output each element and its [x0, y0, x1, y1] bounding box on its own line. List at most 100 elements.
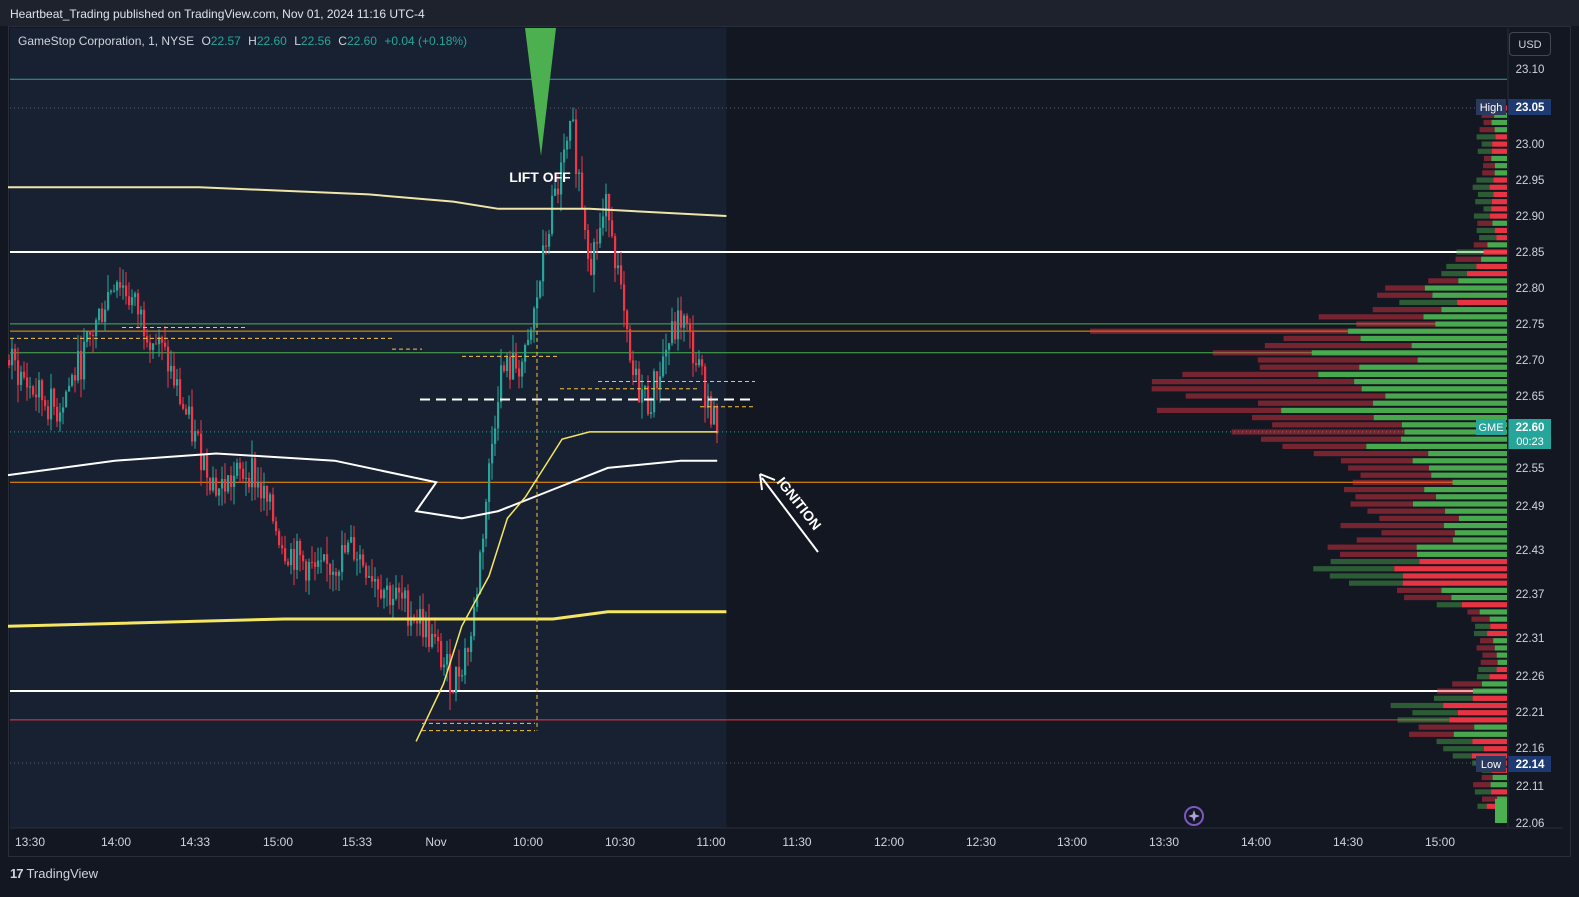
currency-button[interactable]: USD [1509, 32, 1551, 56]
vp-bar-back [1397, 717, 1450, 723]
vp-bar-back [1483, 155, 1492, 162]
vp-bar-front [1489, 213, 1507, 219]
price-axis: 23.10 23.00 22.95 22.90 22.85 22.80 22.75 22.70… [1516, 64, 1545, 830]
vp-bar-back [1473, 213, 1490, 219]
vp-bar-front [1494, 645, 1507, 651]
vp-bar-back [1212, 350, 1312, 356]
vp-bar-front [1466, 271, 1507, 277]
candle-body [457, 666, 461, 677]
vp-bar-front [1474, 724, 1507, 730]
vp-bar-back [1441, 271, 1467, 277]
candle-body [652, 371, 656, 413]
vp-bar-back [1477, 148, 1492, 154]
vp-bar-back [1257, 400, 1374, 406]
candle-body [712, 406, 716, 425]
candle-body [46, 406, 50, 420]
candle-body [361, 554, 365, 566]
candle-body [40, 380, 44, 401]
price-tick-5: 22.85 [1516, 247, 1545, 259]
vp-bar-front [1472, 695, 1507, 701]
candle-body [355, 559, 359, 561]
candle-body [619, 265, 623, 285]
vp-bar-back [1381, 530, 1455, 536]
candle-body [160, 336, 164, 343]
candle-body [715, 406, 719, 434]
vp-bar-front [1461, 602, 1507, 608]
high-badge: High 23.05 [1476, 99, 1551, 115]
time-tick-13: 13:30 [1149, 835, 1179, 849]
candle-body [514, 352, 518, 369]
candle-body [451, 692, 455, 694]
candle-body [403, 590, 407, 599]
candle-body [616, 265, 620, 269]
candle-body [10, 348, 14, 366]
candle-body [637, 368, 641, 403]
price-tick-4: 22.90 [1516, 211, 1545, 223]
vp-bar-front [1373, 400, 1507, 406]
price-tick-20: 22.11 [1516, 781, 1544, 793]
candle-body [640, 389, 644, 403]
vp-bar-back [1477, 803, 1487, 809]
candle-body [334, 571, 338, 576]
candle-body [106, 292, 110, 310]
low-badge-value-bg [1508, 756, 1551, 772]
candle-body [286, 561, 290, 566]
candle-body [124, 285, 128, 297]
price-tick-14: 22.37 [1516, 589, 1545, 601]
current-price-badge-label: GME [1478, 422, 1503, 434]
candle-body [28, 386, 32, 388]
candle-body [298, 540, 302, 556]
low-badge-label-bg [1476, 756, 1506, 772]
candle-body [232, 475, 236, 487]
vp-bar-front [1483, 249, 1507, 255]
vp-bar-front [1445, 508, 1507, 514]
vp-bar-front [1458, 278, 1507, 284]
symbol-name[interactable]: GameStop Corporation, 1, NYSE [18, 34, 195, 48]
chart-frame [8, 26, 1571, 857]
candle-body [172, 365, 176, 386]
vp-bar-back [1481, 112, 1495, 118]
candle-body [622, 284, 626, 311]
vp-bar-front [1497, 659, 1507, 665]
candle-body [577, 172, 581, 174]
candle-body [367, 576, 371, 578]
vp-bar-front [1457, 299, 1507, 306]
lift-off-marker [525, 28, 556, 156]
vp-bar-front [1416, 551, 1507, 557]
candle-body [550, 195, 554, 234]
price-tick-7: 22.75 [1516, 319, 1545, 331]
candle-body [169, 365, 173, 372]
vp-bar-back [1185, 393, 1386, 399]
candle-body [253, 458, 257, 488]
vp-bar-back [1313, 566, 1395, 572]
candle-body [424, 619, 428, 638]
vp-bar-back [1352, 479, 1453, 485]
candle-body [148, 342, 152, 350]
vp-bar-back [1090, 328, 1349, 334]
candle-body [469, 636, 473, 653]
candle-body [400, 592, 404, 599]
anchored-vwap-curve [415, 431, 718, 742]
candle-body [436, 636, 440, 642]
vp-bar-front [1436, 494, 1507, 500]
vp-bar-back [1151, 379, 1355, 385]
candle-body [295, 540, 299, 570]
vp-bar-front [1494, 227, 1507, 234]
vp-bar-back [1418, 724, 1475, 730]
candle-body [475, 594, 479, 608]
candle-body [310, 561, 314, 563]
tradingview-logo[interactable]: 17 TradingView [10, 866, 98, 881]
candle-body [265, 485, 269, 502]
candle-body [88, 331, 92, 335]
vp-bar-front [1494, 170, 1507, 176]
time-tick-12: 13:00 [1057, 835, 1087, 849]
candle-body [220, 479, 224, 489]
candle-body [154, 343, 158, 345]
vp-bar-back [1340, 522, 1444, 529]
candle-body [163, 342, 167, 347]
vp-bar-back [1476, 645, 1495, 651]
vp-bar-back [1483, 119, 1492, 126]
vp-bar-front [1419, 558, 1507, 565]
vp-bar-front [1451, 594, 1507, 601]
